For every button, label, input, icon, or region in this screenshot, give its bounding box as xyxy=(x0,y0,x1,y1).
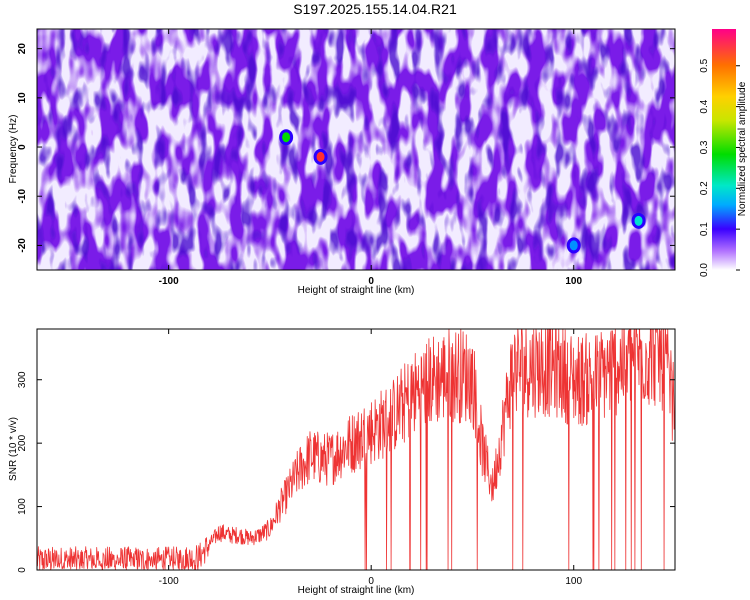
colorbar: 0.0 0.1 0.2 0.3 0.4 0.5 Normalized spectral a… xyxy=(699,29,748,277)
colorbar-label: Normalized spectral amplitude xyxy=(737,81,748,216)
snr-panel: -100 0 100 0 100 200 300 Height of straight li… xyxy=(8,328,676,596)
heatmap-y-tick-label: 0 xyxy=(17,144,28,150)
chart-title: S197.2025.155.14.04.R21 xyxy=(293,1,457,17)
heatmap-hotspots xyxy=(279,129,646,254)
colorbar-ticks: 0.0 0.1 0.2 0.3 0.4 0.5 xyxy=(699,58,740,277)
snr-y-tick-label: 300 xyxy=(17,371,28,388)
hotspot-core xyxy=(282,132,291,143)
snr-x-tick-label: 100 xyxy=(565,576,582,587)
snr-y-label: SNR (10 * v/v) xyxy=(8,417,19,481)
heatmap-x-tick-label: -100 xyxy=(159,276,179,287)
heatmap-y-tick-label: -20 xyxy=(17,238,28,253)
snr-x-tick-label: 0 xyxy=(368,576,374,587)
colorbar-tick-label: 0.4 xyxy=(699,99,710,113)
snr-y-tick-label: 100 xyxy=(17,498,28,515)
colorbar-tick-label: 0.0 xyxy=(699,263,710,277)
heatmap-y-label: Frequency (Hz) xyxy=(8,115,19,184)
heatmap-speckle-layer-2 xyxy=(37,29,675,270)
snr-frame xyxy=(36,328,676,571)
snr-axes: -100 0 100 0 100 200 300 xyxy=(17,329,675,587)
snr-series-line xyxy=(37,329,675,570)
snr-y-tick-label: 200 xyxy=(17,434,28,451)
colorbar-tick-label: 0.5 xyxy=(699,58,710,72)
heatmap-x-tick-label: 0 xyxy=(368,276,374,287)
colorbar-tick-label: 0.3 xyxy=(699,140,710,154)
heatmap-x-tick-label: 100 xyxy=(565,276,582,287)
heatmap-y-tick-label: -10 xyxy=(17,189,28,204)
heatmap-y-tick-label: 10 xyxy=(17,92,28,104)
snr-y-tick-label: 0 xyxy=(17,567,28,573)
colorbar-gradient xyxy=(712,29,736,270)
colorbar-tick-label: 0.2 xyxy=(699,181,710,195)
colorbar-tick-label: 0.1 xyxy=(699,222,710,236)
hotspot-core xyxy=(569,240,578,251)
hotspot-core xyxy=(316,151,325,162)
heatmap-x-label: Height of straight line (km) xyxy=(298,285,415,296)
heatmap-frame xyxy=(36,28,676,271)
heatmap-y-tick-label: 20 xyxy=(17,43,28,55)
snr-x-tick-label: -100 xyxy=(159,576,179,587)
snr-x-label: Height of straight line (km) xyxy=(298,585,415,596)
hotspot-core xyxy=(634,215,643,226)
